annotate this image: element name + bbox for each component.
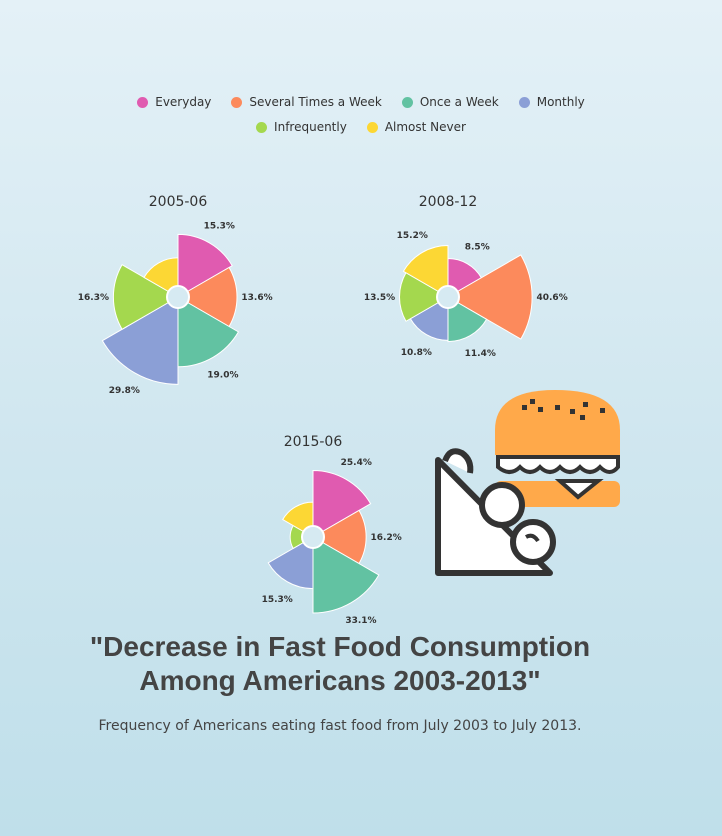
page-subtitle: Frequency of Americans eating fast food …	[98, 718, 582, 734]
chart-title: 2005-06	[149, 194, 208, 210]
legend-label: Almost Never	[384, 120, 466, 134]
data-label: 15.3%	[262, 595, 293, 605]
data-label: 25.4%	[341, 458, 372, 468]
charts-area: 2005-06 15.3% 13.6% 19.0% 29.8% 16.3% 2008-12 8…	[78, 194, 568, 626]
legend-swatch	[137, 96, 149, 108]
center-hole	[301, 525, 325, 549]
chart-title: 2008-12	[419, 194, 478, 210]
legend-item-almost-never[interactable]: Almost Never	[366, 120, 466, 134]
legend-label: Everyday	[155, 95, 212, 109]
legend-label: Several Times a Week	[249, 95, 382, 109]
legend: Everyday Several Times a Week Once a Wee…	[0, 95, 722, 145]
data-label: 40.6%	[536, 293, 567, 303]
legend-swatch	[231, 96, 243, 108]
legend-item-infrequently[interactable]: Infrequently	[256, 120, 347, 134]
center-hole	[166, 285, 190, 309]
legend-swatch	[518, 96, 530, 108]
legend-swatch	[401, 96, 413, 108]
legend-row-1: Everyday Several Times a Week Once a Wee…	[0, 95, 722, 109]
legend-row-2: Infrequently Almost Never	[0, 120, 722, 134]
data-label: 29.8%	[109, 386, 140, 396]
data-label: 13.5%	[364, 293, 395, 303]
slice-monthly[interactable]	[267, 541, 314, 590]
data-label: 19.0%	[207, 371, 238, 381]
sandwich-icon	[435, 448, 556, 576]
data-label: 10.8%	[401, 348, 432, 358]
rose-chart-2005-06: 2005-06 15.3% 13.6% 19.0% 29.8% 16.3%	[78, 194, 273, 396]
legend-item-several-times-a-week[interactable]: Several Times a Week	[231, 95, 382, 109]
legend-label: Infrequently	[274, 120, 347, 134]
chart-title: 2015-06	[284, 434, 343, 450]
rose-chart-2008-12: 2008-12 8.5% 40.6% 11.4% 10.8% 13.5% 15.2%	[364, 194, 568, 359]
rose-chart-2015-06: 2015-06 25.4% 16.2% 33.1% 15.3%	[262, 434, 402, 626]
data-label: 33.1%	[345, 616, 376, 626]
data-label: 8.5%	[465, 242, 490, 252]
legend-item-everyday[interactable]: Everyday	[137, 95, 211, 109]
page-title: "Decrease in Fast Food Consumption Among…	[89, 631, 591, 696]
legend-item-monthly[interactable]: Monthly	[518, 95, 585, 109]
data-label: 15.2%	[397, 231, 428, 241]
data-label: 16.2%	[371, 533, 402, 543]
legend-label: Monthly	[536, 95, 585, 109]
data-label: 15.3%	[204, 221, 235, 231]
legend-item-once-a-week[interactable]: Once a Week	[401, 95, 499, 109]
data-label: 16.3%	[78, 293, 109, 303]
data-label: 11.4%	[465, 349, 496, 359]
legend-swatch	[256, 121, 268, 133]
center-hole	[436, 285, 460, 309]
data-label: 13.6%	[241, 293, 272, 303]
fast-food-illustration	[435, 390, 620, 576]
legend-swatch	[366, 121, 378, 133]
burger-icon	[495, 390, 620, 507]
legend-label: Once a Week	[419, 95, 499, 109]
